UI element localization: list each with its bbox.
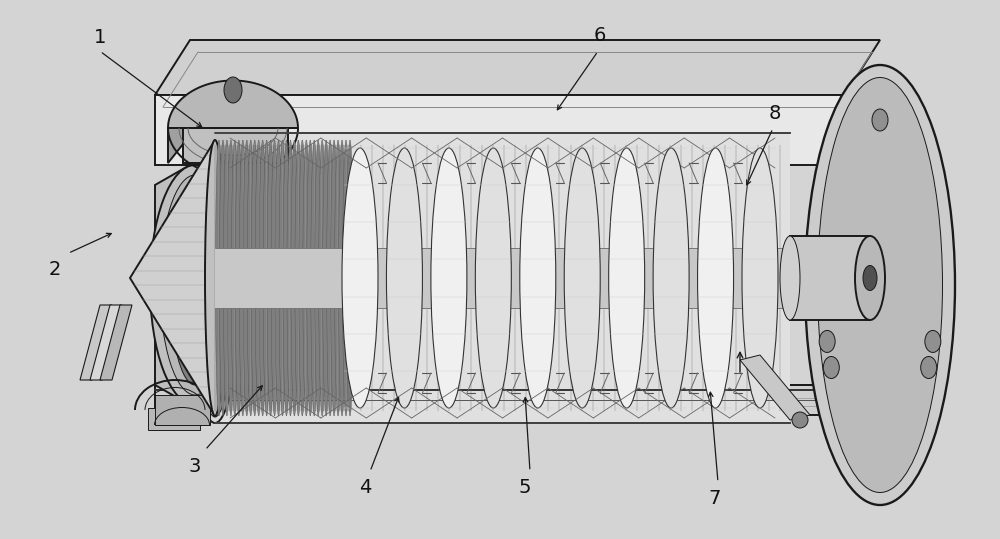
Ellipse shape xyxy=(475,148,511,408)
Ellipse shape xyxy=(823,356,839,378)
Polygon shape xyxy=(130,140,215,416)
Ellipse shape xyxy=(921,356,937,378)
Polygon shape xyxy=(155,95,845,165)
Ellipse shape xyxy=(299,140,306,416)
Polygon shape xyxy=(740,355,810,420)
Polygon shape xyxy=(790,236,870,320)
Ellipse shape xyxy=(564,148,600,408)
Ellipse shape xyxy=(231,140,238,416)
Text: 2: 2 xyxy=(49,260,61,279)
Polygon shape xyxy=(155,395,210,425)
Ellipse shape xyxy=(347,140,354,416)
Ellipse shape xyxy=(271,140,278,416)
Ellipse shape xyxy=(251,140,258,416)
Ellipse shape xyxy=(818,78,942,493)
Text: 4: 4 xyxy=(359,478,371,497)
Polygon shape xyxy=(155,40,880,95)
Ellipse shape xyxy=(247,140,254,416)
Ellipse shape xyxy=(520,148,556,408)
Ellipse shape xyxy=(855,236,885,320)
Polygon shape xyxy=(90,305,122,380)
Polygon shape xyxy=(155,385,845,415)
Ellipse shape xyxy=(780,236,800,320)
Ellipse shape xyxy=(819,330,835,353)
Text: 8: 8 xyxy=(769,103,781,123)
Text: 7: 7 xyxy=(709,489,721,508)
Polygon shape xyxy=(100,305,132,380)
Ellipse shape xyxy=(653,148,689,408)
Polygon shape xyxy=(215,248,790,308)
Ellipse shape xyxy=(307,140,314,416)
Ellipse shape xyxy=(319,140,326,416)
Ellipse shape xyxy=(792,412,808,428)
Ellipse shape xyxy=(196,139,234,417)
Ellipse shape xyxy=(283,140,290,416)
Text: 6: 6 xyxy=(594,25,606,45)
Ellipse shape xyxy=(263,140,270,416)
Ellipse shape xyxy=(243,140,250,416)
Polygon shape xyxy=(155,165,190,405)
Ellipse shape xyxy=(170,185,220,385)
Polygon shape xyxy=(168,106,186,163)
Ellipse shape xyxy=(150,165,240,405)
Ellipse shape xyxy=(339,140,346,416)
Text: 1: 1 xyxy=(94,28,106,47)
Ellipse shape xyxy=(431,148,467,408)
Ellipse shape xyxy=(275,140,282,416)
Ellipse shape xyxy=(227,140,234,416)
Ellipse shape xyxy=(239,140,246,416)
Ellipse shape xyxy=(386,148,422,408)
Ellipse shape xyxy=(190,133,240,423)
Ellipse shape xyxy=(303,140,310,416)
Polygon shape xyxy=(168,80,298,128)
Ellipse shape xyxy=(215,140,222,416)
Text: 3: 3 xyxy=(189,457,201,476)
Ellipse shape xyxy=(223,140,230,416)
Ellipse shape xyxy=(255,140,262,416)
Ellipse shape xyxy=(259,140,266,416)
Ellipse shape xyxy=(235,140,242,416)
Ellipse shape xyxy=(224,77,242,103)
Polygon shape xyxy=(215,133,790,423)
Polygon shape xyxy=(148,408,200,430)
Ellipse shape xyxy=(212,140,218,416)
Ellipse shape xyxy=(287,140,294,416)
Ellipse shape xyxy=(205,140,225,416)
Ellipse shape xyxy=(863,266,877,291)
Ellipse shape xyxy=(698,148,734,408)
Polygon shape xyxy=(183,128,288,163)
Ellipse shape xyxy=(742,148,778,408)
Ellipse shape xyxy=(609,148,645,408)
Ellipse shape xyxy=(267,140,274,416)
Ellipse shape xyxy=(805,65,955,505)
Ellipse shape xyxy=(872,109,888,131)
Ellipse shape xyxy=(331,140,338,416)
Ellipse shape xyxy=(343,140,350,416)
Ellipse shape xyxy=(291,140,298,416)
Polygon shape xyxy=(80,305,112,380)
Ellipse shape xyxy=(295,140,302,416)
Ellipse shape xyxy=(925,330,941,353)
Ellipse shape xyxy=(342,148,378,408)
Ellipse shape xyxy=(311,140,318,416)
Ellipse shape xyxy=(219,140,226,416)
Ellipse shape xyxy=(160,175,230,395)
Ellipse shape xyxy=(279,140,286,416)
Ellipse shape xyxy=(335,140,342,416)
Ellipse shape xyxy=(327,140,334,416)
Text: 5: 5 xyxy=(519,478,531,497)
Ellipse shape xyxy=(315,140,322,416)
Ellipse shape xyxy=(323,140,330,416)
